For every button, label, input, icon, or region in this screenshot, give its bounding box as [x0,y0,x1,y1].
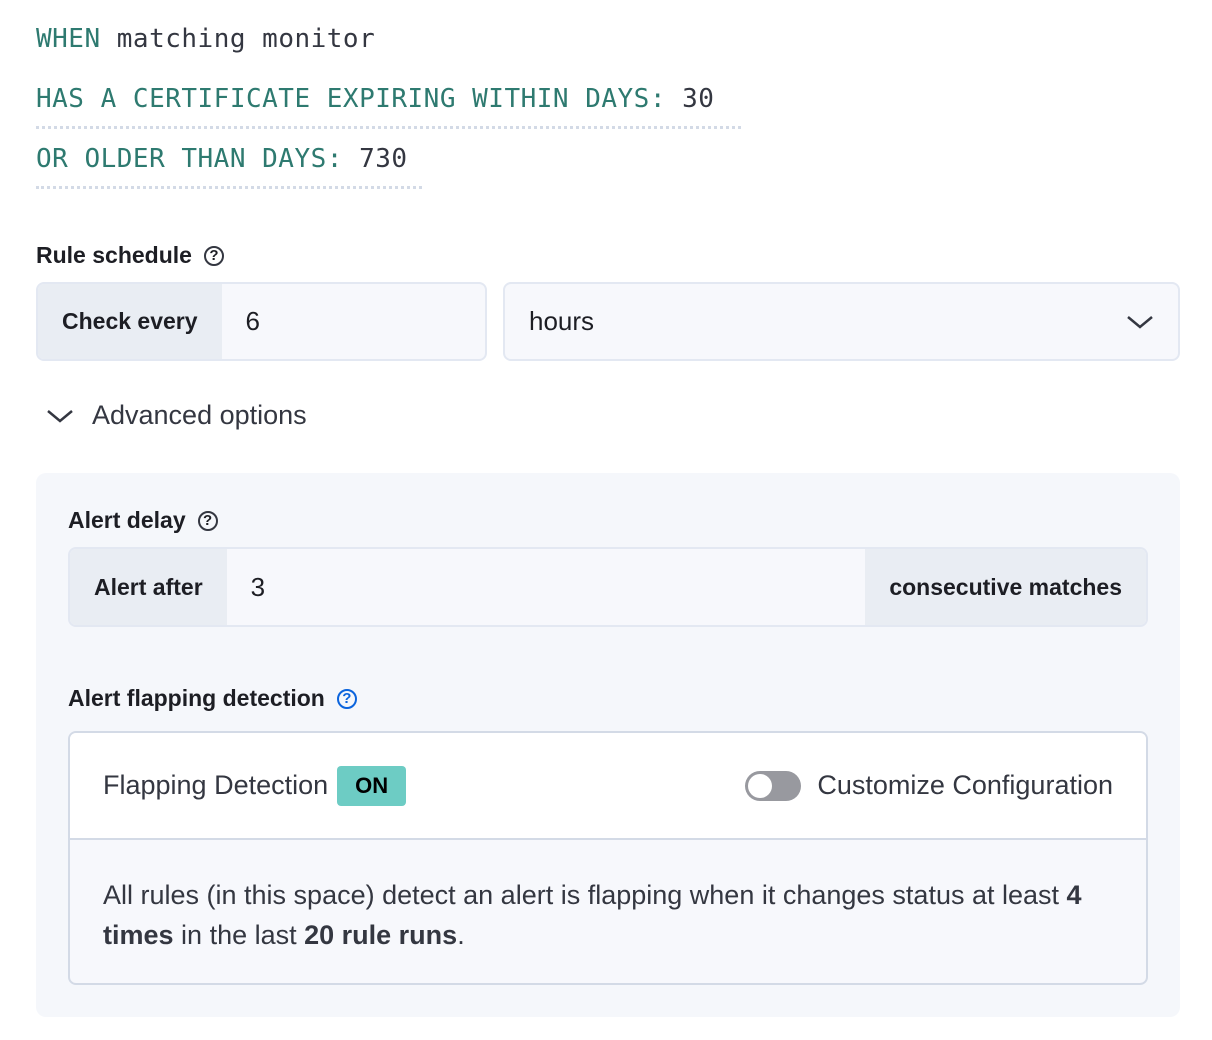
rule-schedule-text: Rule schedule [36,242,192,268]
divider [36,186,422,189]
help-icon[interactable]: ? [203,245,224,266]
alert-delay-label: Alert delay? [68,507,218,534]
desc-text: . [457,920,465,950]
check-every-prepend: Check every [38,284,222,359]
runs-value: 20 rule runs [304,920,458,950]
flapping-header: Flapping Detection ON Customize Configura… [70,733,1146,840]
advanced-options-label: Advanced options [92,400,307,430]
older-value: 730 [359,144,408,174]
rule-schedule-label: Rule schedule? [36,242,224,269]
when-expression[interactable]: WHEN matching monitor [36,24,375,54]
alert-after-prepend: Alert after [70,549,227,625]
older-keyword: OR OLDER THAN DAYS: [36,144,343,174]
unit-select-value: hours [529,306,595,336]
when-value: matching monitor [116,24,376,54]
advanced-options-toggle[interactable]: Advanced options [46,400,307,431]
divider [36,126,741,129]
times-value: 4 times [103,880,1082,950]
chevron-down-icon [1127,315,1153,329]
chevron-down-icon [47,409,73,423]
customize-toggle[interactable] [745,770,802,801]
unit-select[interactable]: hours [503,282,1180,361]
flapping-title: Flapping Detection [103,770,329,800]
alert-delay-input[interactable]: 3 [250,571,266,602]
customize-label: Customize Configuration [817,770,1113,800]
alert-delay-text: Alert delay [68,507,186,533]
cert-value: 30 [682,84,715,114]
cert-keyword: HAS A CERTIFICATE EXPIRING WITHIN DAYS: [36,84,666,114]
consecutive-matches-append: consecutive matches [865,549,1146,625]
desc-text: All rules (in this space) detect an aler… [103,880,1067,910]
flapping-label: Alert flapping detection? [68,685,357,712]
cert-expression[interactable]: HAS A CERTIFICATE EXPIRING WITHIN DAYS: … [36,84,714,114]
flapping-description: All rules (in this space) detect an aler… [70,840,1146,983]
alert-delay-field[interactable]: Alert after 3 consecutive matches [68,547,1148,627]
when-keyword: WHEN [36,24,101,54]
older-expression[interactable]: OR OLDER THAN DAYS: 730 [36,144,408,174]
desc-text: in the last [173,920,305,950]
help-icon[interactable]: ? [336,688,357,709]
flapping-text: Alert flapping detection [68,685,325,711]
flapping-panel: Flapping Detection ON Customize Configura… [68,731,1148,985]
check-every-input[interactable]: 6 [245,306,261,336]
on-badge: ON [337,765,407,806]
check-every-field[interactable]: Check every 6 [36,282,487,361]
help-icon[interactable]: ? [197,510,218,531]
